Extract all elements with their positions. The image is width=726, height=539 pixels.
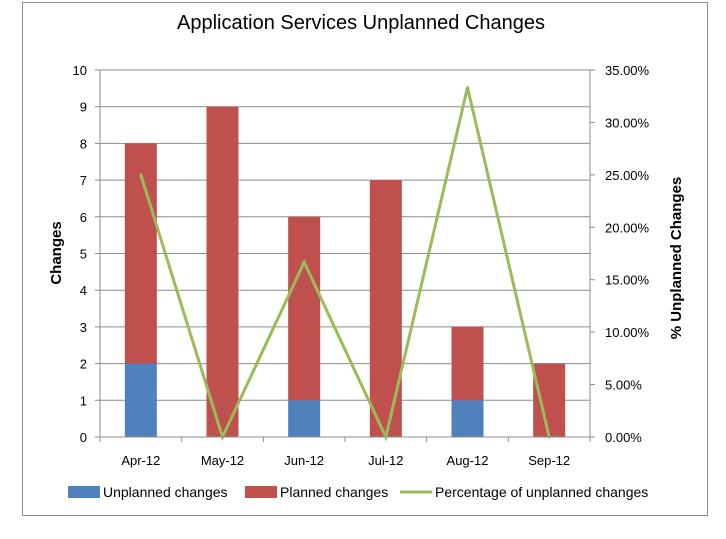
bar-planned-changes xyxy=(288,216,321,401)
x-tick-label: Apr-12 xyxy=(121,453,160,468)
gridlines xyxy=(100,69,590,438)
legend-label: Unplanned changes xyxy=(103,484,228,500)
y2-tick-label: 10.00% xyxy=(605,325,650,340)
y-tick-label: 0 xyxy=(80,430,87,445)
line-point xyxy=(302,260,306,264)
x-tick-label: Jun-12 xyxy=(284,453,324,468)
legend-label: Percentage of unplanned changes xyxy=(435,484,648,500)
line-percentage-unplanned xyxy=(139,87,551,442)
line-point xyxy=(466,86,469,90)
bar-planned-changes xyxy=(533,363,566,437)
y2-tick-label: 25.00% xyxy=(605,168,650,183)
axes: 0 1 2 3 4 5 6 7 8 9 10 0.00% 5.00% 10.00% 15.00% 20.00%… xyxy=(73,63,650,468)
y-axis-title: Changes xyxy=(48,221,65,284)
bar-planned-changes xyxy=(451,326,484,401)
bar-unplanned-changes xyxy=(124,363,157,437)
x-tick-label: Sep-12 xyxy=(528,453,570,468)
bar-planned-changes xyxy=(369,180,402,437)
legend-swatch xyxy=(68,486,100,498)
y2-tick-label: 5.00% xyxy=(605,378,642,393)
y2-tick-label: 15.00% xyxy=(605,273,650,288)
y2-tick-label: 35.00% xyxy=(605,63,650,78)
legend: Unplanned changes Planned changes Percenta… xyxy=(68,484,648,500)
y-tick-label: 5 xyxy=(80,247,87,262)
y-tick-label: 7 xyxy=(80,173,87,188)
x-tick-label: Jul-12 xyxy=(368,453,403,468)
y-tick-label: 3 xyxy=(80,320,87,335)
line-series xyxy=(139,86,551,442)
y-tick-label: 2 xyxy=(80,357,87,372)
bar-unplanned-changes xyxy=(288,400,321,437)
y-tick-label: 4 xyxy=(80,283,87,298)
y-tick-label: 1 xyxy=(80,393,87,408)
legend-swatch xyxy=(245,486,277,498)
y-tick-label: 8 xyxy=(80,136,87,151)
y-tick-label: 6 xyxy=(80,210,87,225)
bar-planned-changes xyxy=(206,106,239,437)
y2-tick-label: 0.00% xyxy=(605,430,642,445)
legend-label: Planned changes xyxy=(280,484,388,500)
y2-tick-label: 30.00% xyxy=(605,115,650,130)
chart-title: Application Services Unplanned Changes xyxy=(177,12,545,34)
bar-series xyxy=(124,106,566,437)
y-tick-label: 9 xyxy=(80,100,87,115)
bar-planned-changes xyxy=(124,143,157,364)
y-tick-label: 10 xyxy=(73,63,87,78)
y2-tick-label: 20.00% xyxy=(605,220,650,235)
bar-unplanned-changes xyxy=(451,400,484,437)
y2-axis-title: % Unplanned Changes xyxy=(668,177,685,340)
x-tick-label: May-12 xyxy=(201,453,244,468)
x-tick-label: Aug-12 xyxy=(447,453,489,468)
line-point xyxy=(139,173,143,177)
